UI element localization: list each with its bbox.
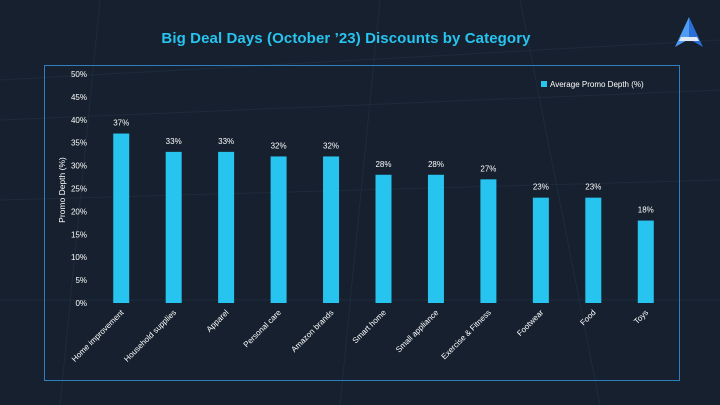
triangle-a-logo-icon [675, 17, 703, 47]
bar-value-label: 32% [271, 141, 287, 150]
chart-title: Big Deal Days (October ’23) Discounts by… [161, 30, 531, 47]
y-tick-label: 25% [71, 185, 87, 194]
bar-value-label: 32% [323, 141, 339, 150]
x-tick-label: Home improvement [70, 308, 126, 364]
x-tick-label: Smart home [351, 308, 389, 346]
legend: Average Promo Depth (%) [541, 80, 644, 89]
y-tick-label: 45% [71, 93, 87, 102]
bar [427, 174, 444, 303]
y-tick-label: 40% [71, 116, 87, 125]
chart-frame [44, 65, 680, 381]
x-tick-label: Amazon brands [289, 308, 335, 354]
x-tick-label: Small appliance [394, 308, 441, 355]
y-tick-label: 5% [75, 276, 87, 285]
y-tick-label: 15% [71, 230, 87, 239]
bar [585, 197, 602, 303]
x-tick-label: Exercise & Fitness [440, 308, 493, 361]
x-tick-label: Apparel [205, 308, 231, 334]
bar [637, 220, 654, 303]
x-tick-label: Footwear [515, 308, 545, 338]
bar-value-label: 33% [166, 137, 182, 146]
y-tick-label: 35% [71, 139, 87, 148]
bar-value-label: 27% [480, 164, 496, 173]
y-tick-label: 10% [71, 253, 87, 262]
bar [323, 156, 340, 303]
legend-label: Average Promo Depth (%) [550, 80, 644, 89]
bar [165, 151, 182, 303]
bar [270, 156, 287, 303]
x-tick-label: Household supplies [122, 308, 178, 364]
x-tick-label: Toys [632, 308, 650, 326]
legend-swatch [541, 81, 547, 87]
bar-value-label: 23% [585, 183, 601, 192]
bar-value-label: 18% [638, 206, 654, 215]
y-axis-label: Promo Depth (%) [57, 157, 67, 223]
bar-value-label: 28% [428, 160, 444, 169]
bar [480, 179, 497, 303]
x-tick-label: Food [578, 308, 597, 327]
bar-value-label: 28% [375, 160, 391, 169]
y-tick-label: 50% [71, 70, 87, 79]
bar-value-label: 23% [533, 183, 549, 192]
bar [532, 197, 549, 303]
bar [113, 133, 130, 303]
y-tick-label: 0% [75, 299, 87, 308]
x-tick-label: Personal care [242, 308, 284, 350]
bar-value-label: 37% [113, 119, 129, 128]
bar-value-label: 33% [218, 137, 234, 146]
y-tick-label: 30% [71, 162, 87, 171]
bar [375, 174, 392, 303]
y-tick-label: 20% [71, 207, 87, 216]
bar [218, 151, 235, 303]
